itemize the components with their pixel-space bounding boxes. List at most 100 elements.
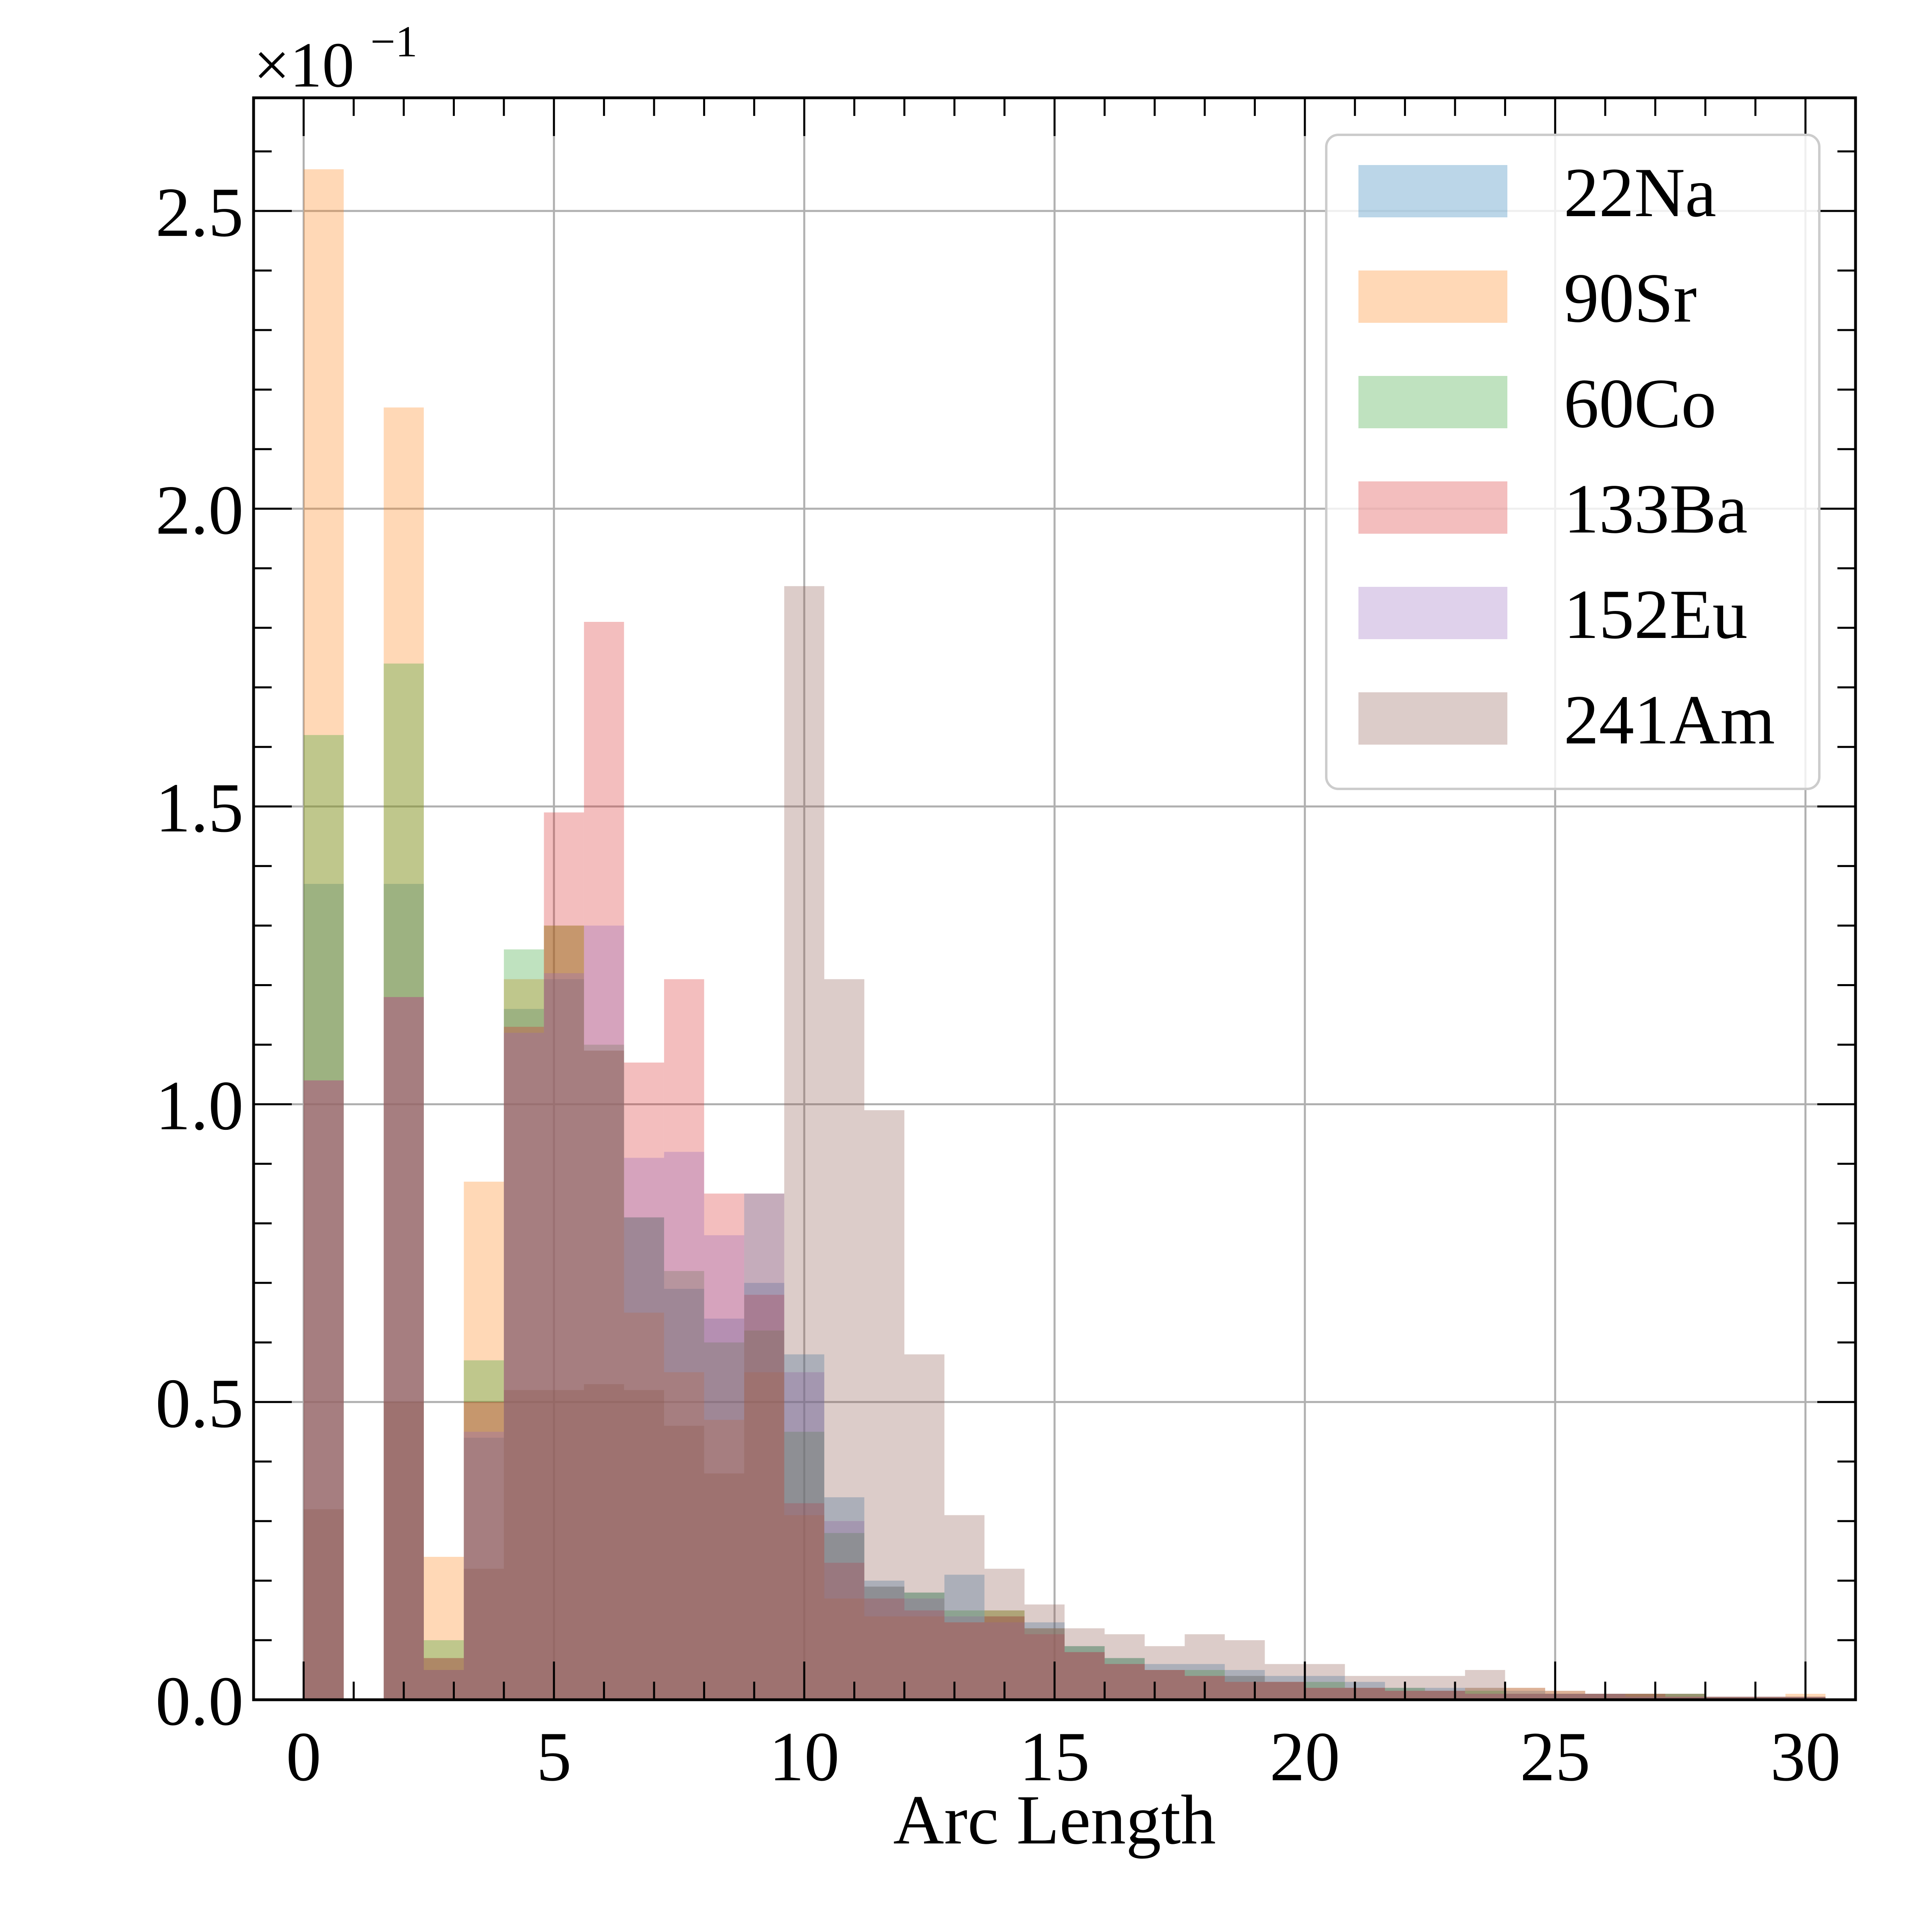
histogram-bar xyxy=(1224,1676,1265,1700)
histogram-bar xyxy=(744,1283,784,1700)
histogram-bar xyxy=(1745,1697,1785,1700)
histogram-bar xyxy=(1305,1664,1345,1700)
histogram-bar xyxy=(1144,1670,1185,1700)
histogram-bar xyxy=(1104,1664,1145,1700)
x-axis-label: Arc Length xyxy=(893,1781,1216,1859)
histogram-bar xyxy=(904,1592,945,1700)
histogram-bar xyxy=(824,1563,865,1700)
histogram-bar xyxy=(1745,1697,1785,1700)
histogram-bar xyxy=(1265,1682,1305,1700)
histogram-bar xyxy=(1705,1697,1746,1700)
histogram-bar xyxy=(544,973,584,1700)
histogram-bar xyxy=(584,1384,624,1700)
histogram-bar xyxy=(1665,1697,1705,1700)
histogram-bar xyxy=(544,925,584,1700)
y-offset-label: ×10 −1 xyxy=(254,17,417,101)
histogram-bar xyxy=(1024,1622,1065,1700)
y-offset-exponent: −1 xyxy=(370,17,417,66)
x-tick-labels: 0 5 10 15 20 25 30 xyxy=(286,1717,1841,1796)
histogram-bar xyxy=(384,663,424,1700)
histogram-bar xyxy=(864,1586,904,1700)
histogram-bar xyxy=(504,1027,544,1700)
y-tick-label: 1.5 xyxy=(155,769,244,847)
x-tick-label: 25 xyxy=(1520,1717,1590,1796)
histogram-bar xyxy=(1705,1697,1746,1700)
histogram-bar xyxy=(864,1598,904,1700)
histogram-bar xyxy=(1745,1697,1785,1700)
histogram-bar xyxy=(904,1616,945,1700)
histogram-bar xyxy=(1024,1628,1065,1700)
histogram-bar xyxy=(504,979,544,1700)
histogram-bar xyxy=(1745,1697,1785,1700)
x-tick-label: 20 xyxy=(1269,1717,1340,1796)
histogram-bar xyxy=(1064,1652,1105,1700)
y-tick-labels: 0.0 0.5 1.0 1.5 2.0 2.5 xyxy=(155,173,244,1740)
histogram-bar xyxy=(624,1217,664,1700)
histogram-bar xyxy=(664,1289,704,1700)
histogram-bar xyxy=(744,1330,784,1700)
series-133Ba xyxy=(303,622,1826,1700)
histogram-bar xyxy=(1665,1694,1705,1700)
plot-frame xyxy=(252,96,1857,1701)
x-tick-label: 30 xyxy=(1770,1717,1841,1796)
histogram-bar xyxy=(624,1390,664,1700)
series-90Sr xyxy=(303,169,1826,1700)
histogram-bar xyxy=(704,1319,744,1700)
histogram-bar xyxy=(423,1670,464,1700)
histogram-bars xyxy=(303,169,1826,1700)
histogram-bar xyxy=(1024,1634,1065,1700)
histogram-bar xyxy=(1265,1682,1305,1700)
legend-swatch xyxy=(1358,587,1507,639)
histogram-bar xyxy=(584,1044,624,1700)
histogram-bar xyxy=(303,735,344,1700)
legend-label: 241Am xyxy=(1564,681,1775,759)
histogram-bar xyxy=(1425,1688,1465,1700)
histogram-bar xyxy=(1465,1688,1505,1700)
histogram-bar xyxy=(464,1432,504,1700)
histogram-bar xyxy=(544,812,584,1700)
histogram-bar xyxy=(904,1598,945,1700)
series-241Am xyxy=(303,586,1826,1700)
histogram-bar xyxy=(864,1581,904,1700)
histogram-bar xyxy=(944,1515,985,1700)
histogram-bar xyxy=(784,1354,824,1700)
histogram-bar xyxy=(1345,1688,1385,1700)
histogram-bar xyxy=(1064,1652,1105,1700)
y-offset-base: ×10 xyxy=(254,29,354,101)
histogram-bar xyxy=(1265,1682,1305,1700)
histogram-bar xyxy=(584,925,624,1700)
histogram-bar xyxy=(944,1622,985,1700)
histogram-bar xyxy=(504,1390,544,1700)
histogram-bar xyxy=(1265,1676,1305,1700)
histogram-bar xyxy=(544,1390,584,1700)
histogram-bar xyxy=(384,884,424,1700)
histogram-bar xyxy=(303,1080,344,1700)
histogram-bar xyxy=(1224,1676,1265,1700)
histogram-bar xyxy=(744,1193,784,1700)
histogram-bar xyxy=(504,1009,544,1700)
series-22Na xyxy=(303,884,1826,1700)
histogram-bar xyxy=(1305,1688,1345,1700)
histogram-bar xyxy=(824,1521,865,1700)
histogram-bar xyxy=(1745,1697,1785,1700)
histogram-bar xyxy=(624,1313,664,1700)
legend-entry: 152Eu xyxy=(1358,575,1748,653)
histogram-bar xyxy=(464,1569,504,1700)
histogram-bar xyxy=(544,979,584,1700)
histogram-bar xyxy=(384,997,424,1700)
histogram-bar xyxy=(784,586,824,1700)
histogram-bar xyxy=(1305,1688,1345,1700)
histogram-bar xyxy=(1064,1652,1105,1700)
legend-label: 90Sr xyxy=(1564,259,1697,337)
legend-entry: 22Na xyxy=(1358,153,1716,231)
histogram-bar xyxy=(1104,1634,1145,1700)
histogram-bar xyxy=(1144,1670,1185,1700)
histogram-bar xyxy=(464,1402,504,1700)
histogram-bar xyxy=(704,1193,744,1700)
histogram-bar xyxy=(904,1592,945,1700)
histogram-bar xyxy=(904,1354,945,1700)
histogram-bar xyxy=(624,1158,664,1700)
histogram-bar xyxy=(904,1610,945,1700)
histogram-bar xyxy=(1505,1694,1545,1700)
histogram-bar xyxy=(504,1032,544,1700)
